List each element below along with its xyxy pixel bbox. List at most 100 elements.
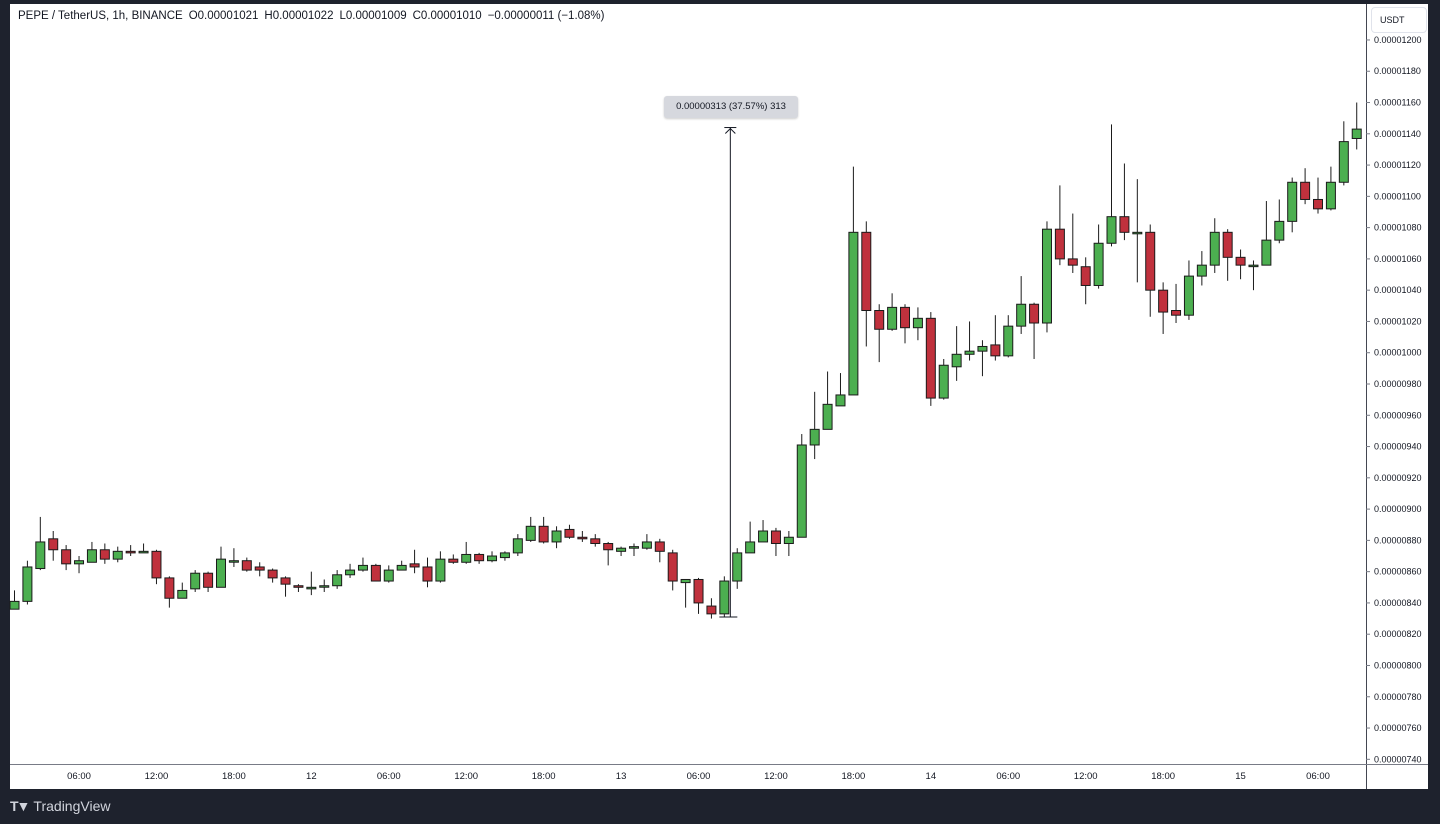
candle-down (1313, 177, 1324, 214)
x-tick-label: 12:00 (454, 771, 478, 782)
candle-body (1171, 310, 1182, 316)
y-tick-label: 0.00000920 (1374, 473, 1422, 483)
tradingview-logo-icon: T▼ (10, 798, 30, 814)
candle-body (1158, 289, 1169, 313)
candle-body (925, 317, 936, 399)
candle-body (512, 538, 523, 554)
y-tick-label: 0.00000780 (1374, 692, 1422, 702)
candle-body (396, 564, 407, 571)
low-value: L0.00001009 (339, 10, 407, 22)
candle-body (1351, 128, 1362, 139)
arrow-up-icon (724, 127, 736, 134)
candle-body (499, 552, 510, 559)
candle-down (1158, 282, 1169, 334)
candle-body (1325, 181, 1336, 210)
candle-up (1287, 177, 1298, 233)
candle-body (357, 564, 368, 571)
candle-body (1054, 228, 1065, 260)
y-tick-label: 0.00000740 (1374, 754, 1422, 764)
tradingview-logo[interactable]: T▼ TradingView (10, 798, 110, 814)
candle-down (280, 576, 291, 597)
candles (9, 102, 1362, 619)
legend-header: PEPE / TetherUS, 1h, BINANCE O0.00001021 H… (18, 10, 610, 22)
candle-down (422, 557, 433, 588)
x-tick-label: 06:00 (377, 771, 401, 782)
candle-up (732, 548, 743, 589)
candle-body (125, 550, 136, 554)
y-tick-label: 0.00000860 (1374, 567, 1422, 577)
candle-body (590, 538, 601, 545)
candle-body (796, 444, 807, 538)
price-scale-divider (1366, 4, 1367, 789)
candle-up (1183, 260, 1194, 320)
price-axis[interactable]: 0.00001200 0.00001180 0.00001160 0.00001140… (1366, 35, 1422, 764)
candle-body (835, 394, 846, 407)
candle-down (577, 530, 588, 542)
candle-body (848, 231, 859, 396)
time-axis[interactable]: 06:00 12:00 18:00 12 06:00 12:00 18:00 13 06:00 1… (67, 771, 1330, 782)
candle-up (835, 373, 846, 407)
candle-up (1093, 224, 1104, 289)
candle-up (912, 307, 923, 341)
symbol-title[interactable]: PEPE / TetherUS, 1h, BINANCE (18, 10, 183, 22)
candle-down (241, 557, 252, 572)
y-tick-label: 0.00000760 (1374, 723, 1422, 733)
candle-up (719, 576, 730, 618)
candle-body (48, 538, 59, 551)
candle-body (1287, 181, 1298, 222)
candle-body (190, 572, 201, 590)
candle-down (925, 312, 936, 406)
candle-body (706, 605, 717, 615)
candle-up (1261, 201, 1272, 266)
candle-body (293, 585, 304, 588)
candle-body (241, 560, 252, 571)
candle-down (1080, 257, 1091, 305)
candle-down (990, 315, 1001, 361)
chart-pane[interactable] (10, 4, 1428, 789)
candle-body (680, 578, 691, 584)
x-tick-label: 14 (926, 771, 937, 782)
candle-body (345, 569, 356, 576)
y-tick-label: 0.00001080 (1374, 223, 1422, 233)
candle-body (370, 564, 381, 582)
candle-up (215, 546, 226, 588)
candle-up (1196, 251, 1207, 286)
candle-up (1003, 315, 1014, 358)
x-tick-label: 06:00 (67, 771, 91, 782)
y-tick-label: 0.00001020 (1374, 316, 1422, 326)
candle-up (461, 541, 472, 564)
candle-up (616, 546, 627, 557)
candle-down (370, 563, 381, 582)
y-tick-label: 0.00001180 (1374, 66, 1421, 76)
x-tick-label: 06:00 (1306, 771, 1330, 782)
candle-up (848, 166, 859, 396)
candle-down (409, 549, 420, 574)
currency-button[interactable]: USDT (1371, 7, 1427, 33)
candle-up (383, 565, 394, 583)
y-tick-label: 0.00000900 (1374, 504, 1422, 514)
candle-down (203, 571, 214, 592)
candle-down (48, 530, 59, 561)
candle-body (1183, 275, 1194, 316)
candle-up (190, 570, 201, 592)
candle-down (667, 549, 678, 591)
candle-body (1145, 231, 1156, 291)
measure-label: 0.00000313 (37.57%) 313 (664, 96, 798, 118)
candle-body (35, 541, 46, 570)
candle-body (900, 306, 911, 329)
candle-up (22, 560, 33, 605)
candle-body (254, 566, 265, 571)
candle-body (577, 536, 588, 540)
price-range-measure[interactable] (719, 127, 738, 618)
candle-body (177, 589, 188, 599)
candle-body (203, 572, 214, 588)
x-tick-label: 12:00 (764, 771, 788, 782)
y-tick-label: 0.00000980 (1374, 379, 1422, 389)
candle-down (254, 562, 265, 577)
y-tick-label: 0.00000820 (1374, 629, 1422, 639)
y-tick-label: 0.00000800 (1374, 660, 1422, 670)
candle-body (874, 310, 885, 330)
candle-up (1041, 221, 1052, 333)
candle-body (641, 541, 652, 549)
